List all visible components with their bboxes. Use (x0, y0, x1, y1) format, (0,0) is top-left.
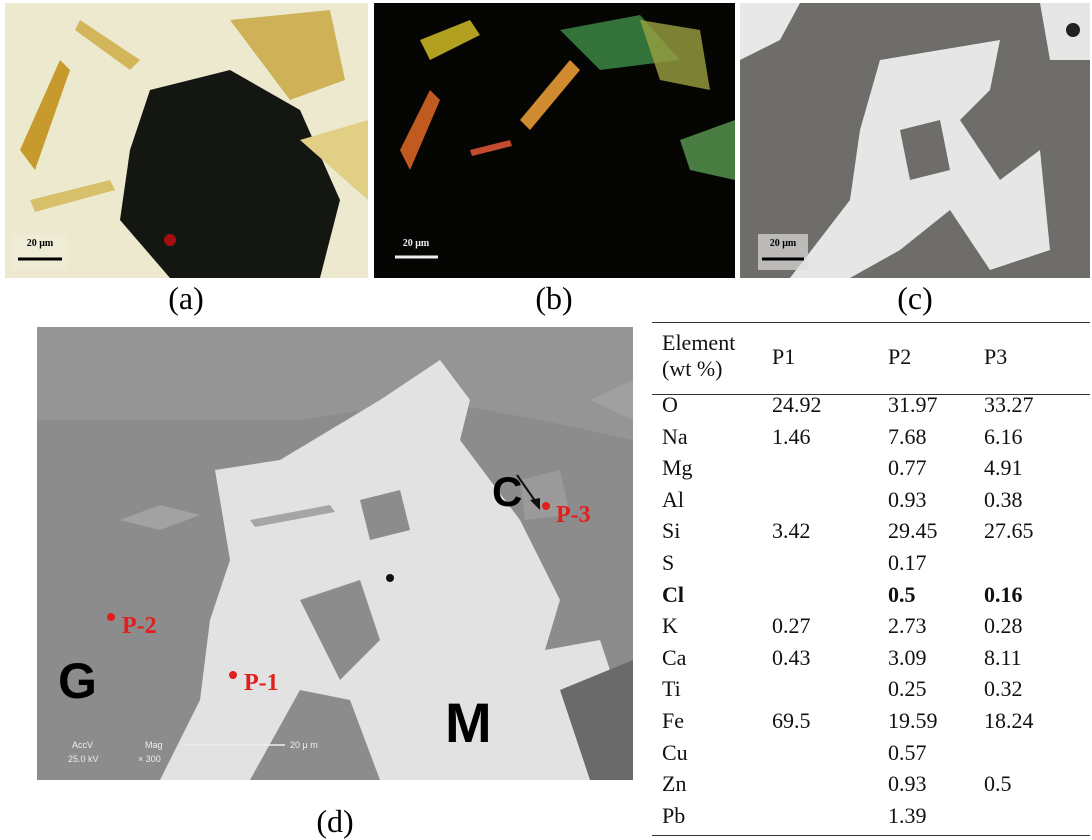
micrograph-b (374, 3, 735, 278)
table-cell: 7.68 (888, 424, 927, 450)
table-cell: Al (662, 487, 684, 513)
table-cell: 31.97 (888, 392, 938, 418)
table-cell: 1.46 (772, 424, 811, 450)
table-cell: 33.27 (984, 392, 1034, 418)
phase-label: G (58, 653, 97, 709)
table-cell: 3.42 (772, 518, 811, 544)
point (107, 613, 115, 621)
table-cell: 6.16 (984, 424, 1023, 450)
table-cell: 0.5 (888, 582, 916, 608)
page: 20 μm 20 μm 20 μm (a) (b) (c) (d) C P-3 … (0, 0, 1092, 840)
table-cell: Ti (662, 676, 681, 702)
table-cell: Element (wt %) (662, 330, 762, 382)
table-cell: 0.77 (888, 455, 927, 481)
table-cell: P3 (984, 344, 1007, 370)
table-cell: 0.17 (888, 550, 927, 576)
table-cell: Si (662, 518, 680, 544)
table-cell: 0.25 (888, 676, 927, 702)
table-cell: Cl (662, 582, 684, 608)
scale-label: 20 μm (403, 238, 430, 249)
table-cell: 1.39 (888, 803, 927, 829)
table-cell: 0.27 (772, 613, 811, 639)
table-cell: 0.43 (772, 645, 811, 671)
table-cell: Pb (662, 803, 685, 829)
table-cell: Cu (662, 740, 688, 766)
info-text: 25.0 kV (68, 754, 99, 764)
point-label: P-3 (556, 502, 591, 528)
table-cell: Ca (662, 645, 686, 671)
table-cell: O (662, 392, 678, 418)
panel-label: (a) (168, 280, 204, 316)
rule (652, 835, 1090, 836)
point-label: P-2 (122, 613, 157, 639)
scale-label: 20 μm (770, 238, 797, 249)
table-cell: 3.09 (888, 645, 927, 671)
scale-label: 20 μm (27, 238, 54, 249)
table-cell: P1 (772, 344, 795, 370)
table-cell: S (662, 550, 674, 576)
table-cell: 0.16 (984, 582, 1023, 608)
table-cell: P2 (888, 344, 911, 370)
table-cell: K (662, 613, 678, 639)
table-cell: 0.93 (888, 487, 927, 513)
table-cell: Na (662, 424, 688, 450)
info-text: AccV (72, 740, 93, 750)
point (542, 502, 550, 510)
table-cell: 18.24 (984, 708, 1034, 734)
table-cell: 0.38 (984, 487, 1023, 513)
table-cell: 2.73 (888, 613, 927, 639)
phase-label: C (492, 468, 522, 515)
rule (652, 322, 1090, 323)
table-cell: 0.57 (888, 740, 927, 766)
table-cell: Mg (662, 455, 693, 481)
table-cell: Fe (662, 708, 684, 734)
table-cell: 24.92 (772, 392, 822, 418)
info-text: Mag (145, 740, 163, 750)
info-text: × 300 (138, 754, 161, 764)
table-cell: 0.93 (888, 771, 927, 797)
table-cell: 0.5 (984, 771, 1012, 797)
phase-label: M (445, 691, 492, 754)
table-cell: 69.5 (772, 708, 811, 734)
table-cell: 19.59 (888, 708, 938, 734)
panel-label: (b) (535, 280, 572, 316)
table-cell: 4.91 (984, 455, 1023, 481)
panel-label: (c) (897, 280, 933, 316)
table-cell: 0.32 (984, 676, 1023, 702)
panel-label: (d) (316, 803, 353, 839)
point-label: P-1 (244, 670, 279, 696)
point (229, 671, 237, 679)
table-cell: 27.65 (984, 518, 1034, 544)
sem-image (37, 327, 633, 780)
table-cell: 29.45 (888, 518, 938, 544)
scale-label: 20 μ m (290, 740, 318, 750)
table-cell: Zn (662, 771, 686, 797)
table-cell: 0.28 (984, 613, 1023, 639)
table-cell: 8.11 (984, 645, 1022, 671)
